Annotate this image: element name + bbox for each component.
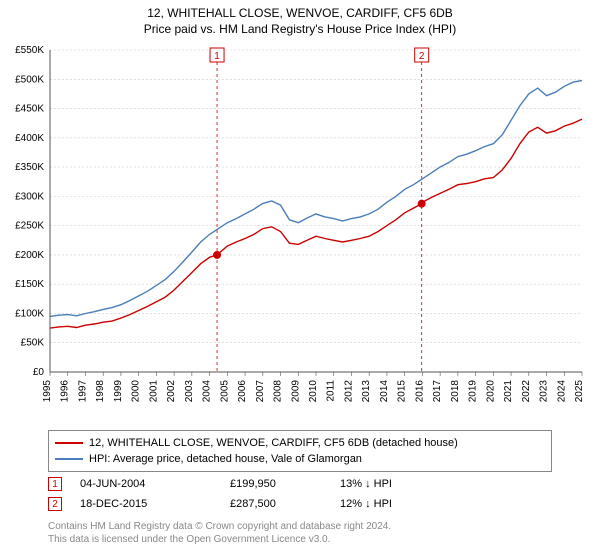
- svg-text:2008: 2008: [273, 380, 284, 403]
- transaction-pct-2: 12% ↓ HPI: [340, 498, 392, 510]
- svg-text:£300K: £300K: [15, 191, 44, 202]
- svg-text:2010: 2010: [308, 380, 319, 403]
- svg-text:£500K: £500K: [15, 74, 44, 85]
- chart-svg: £0 £50K £100K £150K £200K £250K £300K £350K £400…: [0, 42, 600, 422]
- title-subtitle: Price paid vs. HM Land Registry's House …: [0, 22, 600, 36]
- footer-line1: Contains HM Land Registry data © Crown c…: [48, 520, 391, 533]
- svg-text:2004: 2004: [202, 380, 213, 403]
- svg-text:£450K: £450K: [15, 104, 44, 115]
- svg-text:2018: 2018: [450, 380, 461, 403]
- svg-text:£50K: £50K: [21, 338, 45, 349]
- svg-text:2006: 2006: [237, 380, 248, 403]
- legend-row-property: 12, WHITEHALL CLOSE, WENVOE, CARDIFF, CF…: [55, 435, 545, 451]
- transaction-row-1: 1 04-JUN-2004 £199,950 13% ↓ HPI: [48, 474, 552, 494]
- svg-text:£400K: £400K: [15, 133, 44, 144]
- svg-text:2020: 2020: [485, 380, 496, 403]
- svg-text:£550K: £550K: [15, 45, 44, 56]
- svg-text:2017: 2017: [432, 380, 443, 403]
- svg-text:1997: 1997: [77, 380, 88, 403]
- svg-text:1998: 1998: [95, 380, 106, 403]
- svg-text:1995: 1995: [42, 380, 53, 403]
- svg-text:1996: 1996: [60, 380, 71, 403]
- legend-box: 12, WHITEHALL CLOSE, WENVOE, CARDIFF, CF…: [48, 430, 552, 472]
- svg-text:1999: 1999: [113, 380, 124, 403]
- svg-text:2021: 2021: [503, 380, 514, 403]
- svg-text:2001: 2001: [148, 380, 159, 403]
- svg-text:£200K: £200K: [15, 250, 44, 261]
- svg-text:£350K: £350K: [15, 162, 44, 173]
- transaction-badge-1: 1: [48, 477, 62, 491]
- footer-attribution: Contains HM Land Registry data © Crown c…: [48, 520, 391, 546]
- svg-text:2007: 2007: [255, 380, 266, 403]
- svg-text:2025: 2025: [574, 380, 585, 403]
- svg-text:2024: 2024: [556, 380, 567, 403]
- footer-line2: This data is licensed under the Open Gov…: [48, 533, 391, 546]
- title-address: 12, WHITEHALL CLOSE, WENVOE, CARDIFF, CF…: [0, 6, 600, 20]
- svg-text:2014: 2014: [379, 380, 390, 403]
- transaction-date-2: 18-DEC-2015: [80, 498, 230, 510]
- svg-text:2013: 2013: [361, 380, 372, 403]
- legend-label-hpi: HPI: Average price, detached house, Vale…: [89, 453, 362, 465]
- svg-text:2016: 2016: [414, 380, 425, 403]
- svg-text:£100K: £100K: [15, 308, 44, 319]
- svg-text:2023: 2023: [539, 380, 550, 403]
- svg-text:1: 1: [214, 51, 220, 62]
- svg-text:2015: 2015: [397, 380, 408, 403]
- svg-text:2012: 2012: [343, 380, 354, 403]
- svg-text:£150K: £150K: [15, 279, 44, 290]
- transaction-price-2: £287,500: [230, 498, 340, 510]
- svg-text:£250K: £250K: [15, 221, 44, 232]
- transaction-list: 1 04-JUN-2004 £199,950 13% ↓ HPI 2 18-DE…: [48, 474, 552, 514]
- legend-swatch-property: [55, 442, 83, 444]
- chart-container: 12, WHITEHALL CLOSE, WENVOE, CARDIFF, CF…: [0, 0, 600, 560]
- svg-text:2009: 2009: [290, 380, 301, 403]
- title-block: 12, WHITEHALL CLOSE, WENVOE, CARDIFF, CF…: [0, 0, 600, 36]
- chart-area: £0 £50K £100K £150K £200K £250K £300K £350K £400…: [0, 42, 600, 422]
- transaction-pct-1: 13% ↓ HPI: [340, 478, 392, 490]
- svg-text:£0: £0: [33, 367, 45, 378]
- svg-text:2005: 2005: [219, 380, 230, 403]
- svg-text:2022: 2022: [521, 380, 532, 403]
- legend-row-hpi: HPI: Average price, detached house, Vale…: [55, 451, 545, 467]
- svg-text:2011: 2011: [326, 380, 337, 402]
- transaction-row-2: 2 18-DEC-2015 £287,500 12% ↓ HPI: [48, 494, 552, 514]
- legend-swatch-hpi: [55, 458, 83, 460]
- transaction-price-1: £199,950: [230, 478, 340, 490]
- svg-text:2000: 2000: [131, 380, 142, 403]
- transaction-badge-2: 2: [48, 497, 62, 511]
- svg-text:2003: 2003: [184, 380, 195, 403]
- legend-label-property: 12, WHITEHALL CLOSE, WENVOE, CARDIFF, CF…: [89, 437, 458, 449]
- svg-text:2: 2: [419, 51, 425, 62]
- svg-text:2019: 2019: [468, 380, 479, 403]
- svg-text:2002: 2002: [166, 380, 177, 403]
- transaction-date-1: 04-JUN-2004: [80, 478, 230, 490]
